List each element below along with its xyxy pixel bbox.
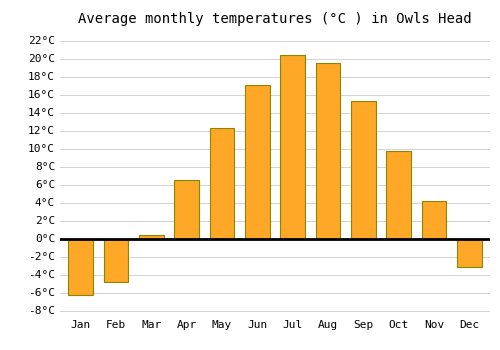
Bar	[280, 55, 305, 238]
Bar	[457, 238, 481, 267]
Bar	[174, 180, 199, 238]
Bar	[210, 128, 234, 238]
Bar	[316, 63, 340, 238]
Bar	[386, 151, 411, 238]
Bar	[104, 238, 128, 282]
Bar	[422, 201, 446, 238]
Bar	[139, 235, 164, 238]
Title: Average monthly temperatures (°C ) in Owls Head: Average monthly temperatures (°C ) in Ow…	[78, 12, 472, 26]
Bar	[68, 238, 93, 295]
Bar	[351, 101, 376, 238]
Bar	[245, 85, 270, 238]
